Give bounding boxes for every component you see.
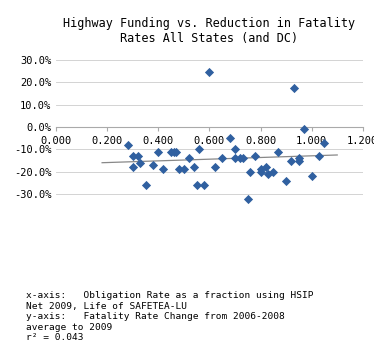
Point bbox=[252, 153, 258, 159]
Point bbox=[212, 164, 218, 170]
Point bbox=[240, 156, 246, 161]
Text: x-axis:   Obligation Rate as a fraction using HSIP
Net 2009, Life of SAFETEA-LU
: x-axis: Obligation Rate as a fraction us… bbox=[26, 291, 314, 342]
Point bbox=[232, 156, 238, 161]
Point bbox=[135, 153, 141, 159]
Point bbox=[309, 173, 315, 179]
Point bbox=[265, 171, 271, 177]
Point bbox=[258, 167, 264, 172]
Point bbox=[283, 178, 289, 184]
Point bbox=[291, 85, 297, 91]
Point bbox=[194, 182, 200, 188]
Point bbox=[237, 156, 243, 161]
Point bbox=[227, 135, 233, 141]
Point bbox=[288, 158, 294, 163]
Point bbox=[168, 149, 174, 154]
Point bbox=[125, 142, 131, 148]
Point bbox=[275, 149, 281, 154]
Point bbox=[160, 167, 166, 172]
Point bbox=[316, 153, 322, 159]
Point bbox=[296, 156, 302, 161]
Point bbox=[186, 156, 192, 161]
Point bbox=[171, 149, 177, 154]
Point bbox=[130, 153, 136, 159]
Point bbox=[245, 196, 251, 201]
Point bbox=[191, 164, 197, 170]
Point bbox=[258, 169, 264, 174]
Point bbox=[173, 149, 179, 154]
Point bbox=[301, 126, 307, 132]
Point bbox=[150, 162, 156, 168]
Point bbox=[176, 167, 182, 172]
Point bbox=[201, 182, 207, 188]
Point bbox=[270, 169, 276, 174]
Point bbox=[137, 160, 143, 165]
Point bbox=[296, 158, 302, 163]
Point bbox=[196, 147, 202, 152]
Point bbox=[206, 69, 212, 75]
Title: Highway Funding vs. Reduction in Fatality
Rates All States (and DC): Highway Funding vs. Reduction in Fatalit… bbox=[63, 17, 356, 45]
Point bbox=[142, 182, 148, 188]
Point bbox=[263, 164, 269, 170]
Point bbox=[155, 149, 161, 154]
Point bbox=[181, 167, 187, 172]
Point bbox=[247, 169, 253, 174]
Point bbox=[219, 156, 225, 161]
Point bbox=[130, 164, 136, 170]
Point bbox=[232, 147, 238, 152]
Point bbox=[321, 140, 328, 146]
